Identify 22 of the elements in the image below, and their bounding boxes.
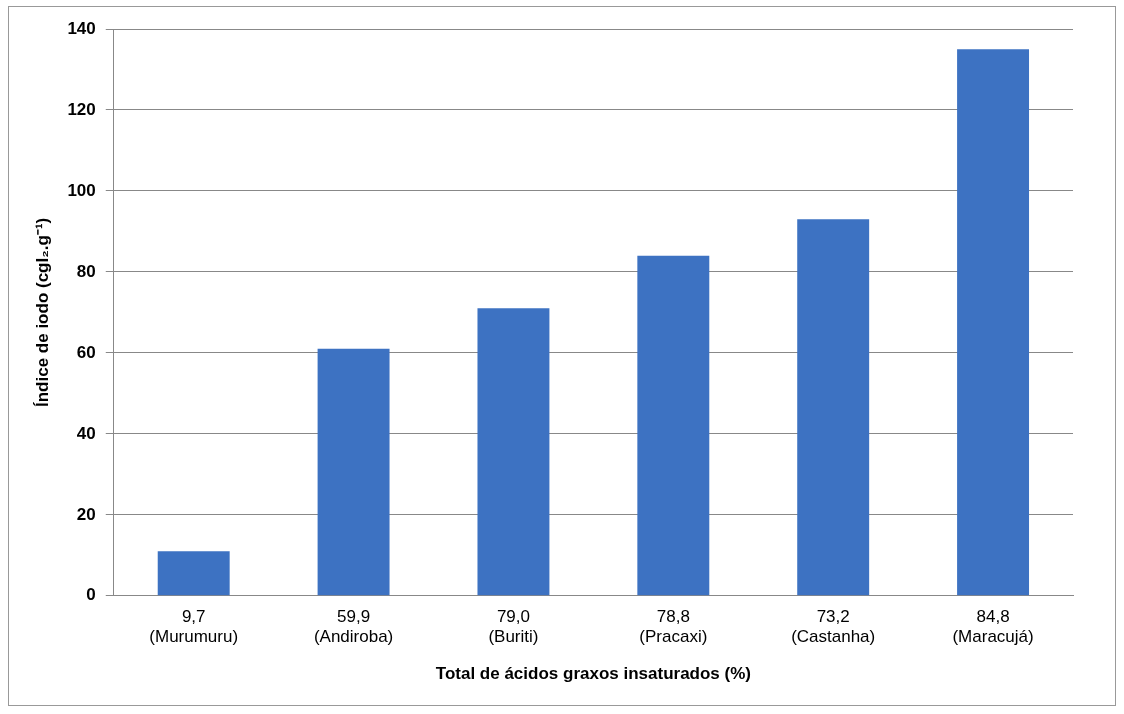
y-tick-label: 40	[76, 423, 96, 443]
x-tick-label: 59,9 (Andiroba)	[313, 606, 394, 647]
y-axis-title: Índice de iodo (cgI₂.g⁻¹)	[32, 217, 52, 408]
y-tick-label: 60	[76, 342, 96, 362]
bar	[957, 49, 1030, 596]
y-tick-label: 0	[86, 585, 96, 605]
y-tick-label: 120	[67, 99, 96, 119]
x-tick-label: 78,8 (Pracaxi)	[639, 606, 708, 647]
x-tick-label: 79,0 (Buriti)	[488, 606, 539, 647]
bar	[477, 308, 550, 596]
y-tick-label: 80	[76, 261, 96, 281]
y-tick-label: 100	[67, 180, 96, 200]
bar	[317, 348, 390, 596]
x-tick-label: 84,8 (Maracujá)	[952, 606, 1034, 647]
x-axis-title: Total de ácidos graxos insaturados (%)	[435, 664, 751, 684]
bar	[157, 551, 230, 596]
x-tick-label: 73,2 (Castanha)	[791, 606, 876, 647]
y-tick-label: 20	[76, 504, 96, 524]
bar	[637, 255, 710, 596]
bar	[797, 219, 870, 596]
x-tick-label: 9,7 (Murumuru)	[149, 606, 239, 647]
y-tick-label: 140	[67, 18, 96, 38]
